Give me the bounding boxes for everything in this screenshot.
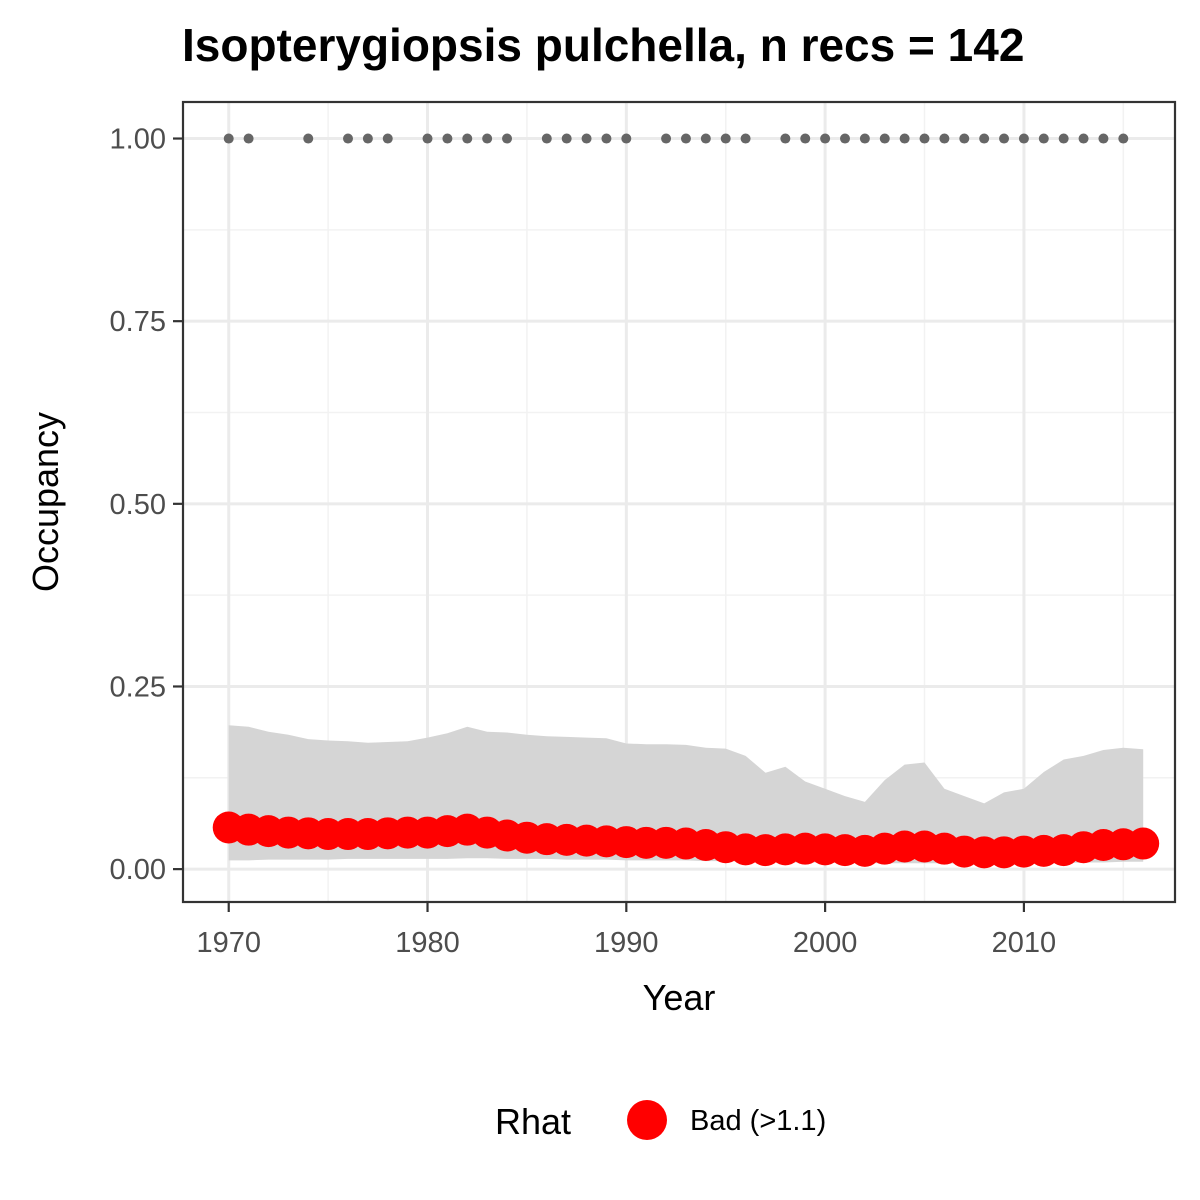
record-point [1118, 133, 1129, 144]
x-tick-label: 1980 [395, 927, 460, 959]
record-point [343, 133, 354, 144]
record-point [1038, 133, 1049, 144]
legend: Rhat Bad (>1.1) [495, 1100, 826, 1142]
record-point [859, 133, 870, 144]
record-point [422, 133, 433, 144]
x-tick-label: 2010 [992, 927, 1057, 959]
record-point [462, 133, 473, 144]
x-axis-title: Year [643, 977, 716, 1018]
y-tick-label: 0.00 [110, 854, 166, 886]
record-point [979, 133, 990, 144]
y-tick-label: 0.25 [110, 671, 166, 703]
record-point [502, 133, 513, 144]
record-point [680, 133, 691, 144]
record-point [541, 133, 552, 144]
record-point [820, 133, 831, 144]
axes: 0.00 0.25 0.50 0.75 1.00 1970 1980 1990 2000 2010… [25, 100, 1177, 1018]
record-point [700, 133, 711, 144]
occupancy-point [1127, 827, 1160, 860]
record-point [1018, 133, 1029, 144]
record-point [800, 133, 811, 144]
legend-title: Rhat [495, 1101, 571, 1142]
record-point [601, 133, 612, 144]
x-tick-label: 2000 [793, 927, 858, 959]
record-point [382, 133, 393, 144]
legend-label: Bad (>1.1) [690, 1105, 826, 1137]
record-point [740, 133, 751, 144]
record-point [661, 133, 672, 144]
record-point [939, 133, 950, 144]
record-point [999, 133, 1010, 144]
y-axis-title: Occupancy [25, 412, 66, 592]
panel-border [181, 100, 1177, 904]
data-layer [212, 133, 1160, 869]
legend-key [627, 1100, 667, 1140]
record-point [899, 133, 910, 144]
record-point [919, 133, 930, 144]
record-point [362, 133, 373, 144]
record-point [1078, 133, 1089, 144]
record-point [482, 133, 493, 144]
y-tick-label: 1.00 [110, 124, 166, 156]
record-point [243, 133, 254, 144]
chart-title: Isopterygiopsis pulchella, n recs = 142 [182, 19, 1025, 71]
record-point [621, 133, 632, 144]
record-point [839, 133, 850, 144]
record-point [879, 133, 890, 144]
record-point [780, 133, 791, 144]
record-point [1058, 133, 1069, 144]
record-point [581, 133, 592, 144]
record-point [959, 133, 970, 144]
record-point [223, 133, 234, 144]
record-point [720, 133, 731, 144]
record-point [442, 133, 453, 144]
x-tick-label: 1970 [196, 927, 261, 959]
x-tick-label: 1990 [594, 927, 659, 959]
record-point [561, 133, 572, 144]
y-tick-label: 0.50 [110, 489, 166, 521]
record-point [1098, 133, 1109, 144]
y-tick-label: 0.75 [110, 306, 166, 338]
record-point [303, 133, 314, 144]
